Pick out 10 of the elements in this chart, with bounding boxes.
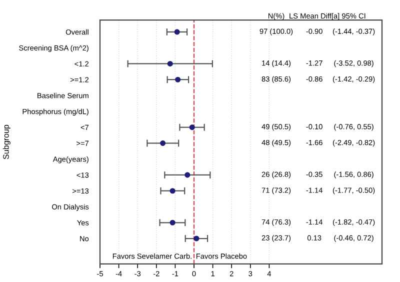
- point: [167, 60, 173, 66]
- point: [160, 140, 166, 146]
- point: [184, 172, 190, 178]
- y-axis-title: Subgroup: [2, 124, 10, 160]
- point: [174, 29, 180, 35]
- point: [170, 220, 176, 226]
- point: [194, 236, 200, 242]
- point: [175, 76, 181, 82]
- point: [189, 124, 195, 130]
- point: [170, 188, 176, 194]
